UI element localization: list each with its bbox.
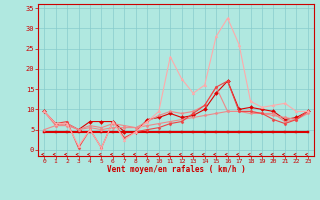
X-axis label: Vent moyen/en rafales ( km/h ): Vent moyen/en rafales ( km/h ): [107, 165, 245, 174]
